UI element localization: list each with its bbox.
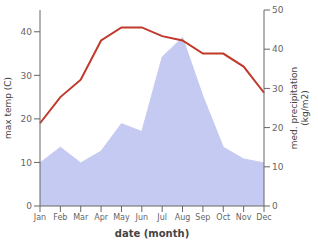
svg-text:50: 50: [272, 5, 284, 15]
svg-text:Sep: Sep: [195, 213, 210, 222]
svg-text:20: 20: [21, 114, 33, 124]
svg-text:10: 10: [21, 158, 33, 168]
svg-text:Apr: Apr: [94, 213, 109, 222]
svg-text:Dec: Dec: [256, 213, 271, 222]
svg-text:Oct: Oct: [216, 213, 230, 222]
svg-text:date (month): date (month): [115, 228, 189, 239]
svg-text:0: 0: [272, 201, 278, 211]
svg-text:0: 0: [26, 201, 32, 211]
svg-text:Jan: Jan: [33, 213, 46, 222]
svg-text:40: 40: [21, 27, 33, 37]
svg-text:Feb: Feb: [53, 213, 67, 222]
svg-text:30: 30: [21, 71, 33, 81]
svg-text:Jun: Jun: [135, 213, 149, 222]
svg-text:med. precipitation(kg/m2): med. precipitation(kg/m2): [289, 67, 310, 149]
svg-text:20: 20: [272, 123, 284, 133]
svg-text:Mar: Mar: [73, 213, 89, 222]
svg-text:max temp (C): max temp (C): [8, 77, 13, 139]
svg-text:10: 10: [272, 162, 284, 172]
svg-text:Nov: Nov: [236, 213, 252, 222]
svg-text:40: 40: [272, 44, 284, 54]
svg-text:Aug: Aug: [175, 213, 191, 222]
svg-text:Jul: Jul: [156, 213, 167, 222]
svg-text:May: May: [113, 213, 130, 222]
svg-text:30: 30: [272, 84, 284, 94]
